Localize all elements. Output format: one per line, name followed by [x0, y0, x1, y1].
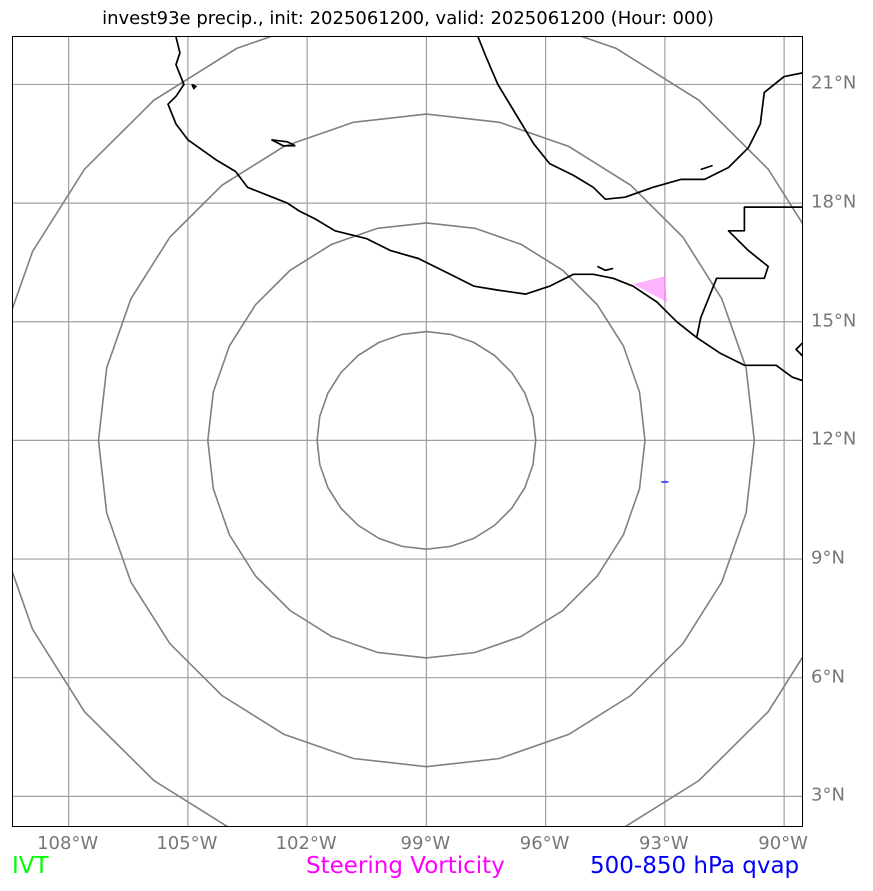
coastline	[695, 206, 802, 338]
qvap-marker	[660, 480, 669, 484]
steering-vorticity-area	[633, 276, 667, 302]
longitude-tick-label: 105°W	[156, 833, 218, 854]
coastline	[167, 37, 802, 382]
legend-ivt: IVT	[12, 853, 49, 879]
latitude-tick-label: 9°N	[811, 547, 845, 569]
coastline	[477, 37, 802, 201]
range-rings	[13, 37, 802, 826]
map-canvas	[13, 37, 802, 826]
island-outline	[700, 164, 713, 171]
range-ring	[316, 330, 537, 551]
range-ring	[206, 222, 646, 659]
legend-steering-vorticity: Steering Vorticity	[306, 853, 505, 879]
latitude-tick-label: 6°N	[811, 666, 845, 688]
coastline	[795, 342, 802, 357]
latitude-tick-label: 12°N	[811, 428, 857, 450]
gridlines	[13, 37, 802, 826]
longitude-tick-label: 96°W	[519, 833, 570, 854]
island-outline	[271, 138, 296, 147]
range-ring	[97, 113, 756, 768]
longitude-tick-label: 102°W	[275, 833, 337, 854]
longitude-tick-label: 90°W	[758, 833, 808, 854]
data-overlays	[633, 276, 669, 484]
longitude-tick-label: 99°W	[400, 833, 451, 854]
island-outline	[191, 83, 198, 90]
latitude-tick-label: 21°N	[811, 72, 857, 94]
island-outline	[596, 265, 614, 272]
map-title: invest93e precip., init: 2025061200, val…	[102, 8, 714, 29]
longitude-tick-label: 108°W	[37, 833, 99, 854]
longitude-tick-label: 93°W	[639, 833, 689, 854]
legend-qvap: 500-850 hPa qvap	[590, 853, 800, 879]
map-frame[interactable]	[12, 36, 803, 827]
latitude-tick-label: 18°N	[811, 191, 857, 213]
range-ring	[13, 37, 802, 826]
latitude-tick-label: 15°N	[811, 310, 857, 332]
latitude-tick-label: 3°N	[811, 784, 845, 806]
coastlines	[167, 37, 802, 382]
